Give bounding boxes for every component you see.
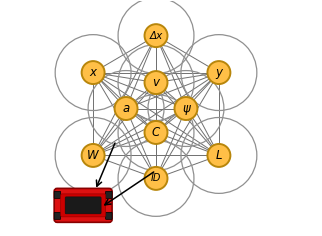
Circle shape xyxy=(207,144,230,167)
Text: x: x xyxy=(90,66,97,79)
Text: y: y xyxy=(215,66,223,79)
Text: C: C xyxy=(152,126,160,139)
Circle shape xyxy=(145,71,167,94)
Circle shape xyxy=(175,97,197,120)
FancyBboxPatch shape xyxy=(56,190,113,223)
FancyBboxPatch shape xyxy=(106,191,112,198)
Circle shape xyxy=(145,167,167,190)
FancyBboxPatch shape xyxy=(54,188,112,222)
Circle shape xyxy=(82,144,105,167)
Text: L: L xyxy=(216,149,222,162)
Text: v: v xyxy=(153,76,159,89)
Circle shape xyxy=(145,121,167,144)
FancyBboxPatch shape xyxy=(106,212,112,219)
FancyBboxPatch shape xyxy=(61,194,106,217)
Text: W: W xyxy=(87,149,99,162)
FancyBboxPatch shape xyxy=(54,191,61,198)
Text: ψ: ψ xyxy=(182,102,190,115)
Circle shape xyxy=(145,24,167,47)
Text: a: a xyxy=(122,102,130,115)
Text: ID: ID xyxy=(151,173,161,183)
Circle shape xyxy=(115,97,137,120)
Text: Δx: Δx xyxy=(149,31,163,41)
Circle shape xyxy=(82,61,105,84)
Circle shape xyxy=(207,61,230,84)
FancyBboxPatch shape xyxy=(54,212,61,219)
FancyBboxPatch shape xyxy=(65,197,101,214)
